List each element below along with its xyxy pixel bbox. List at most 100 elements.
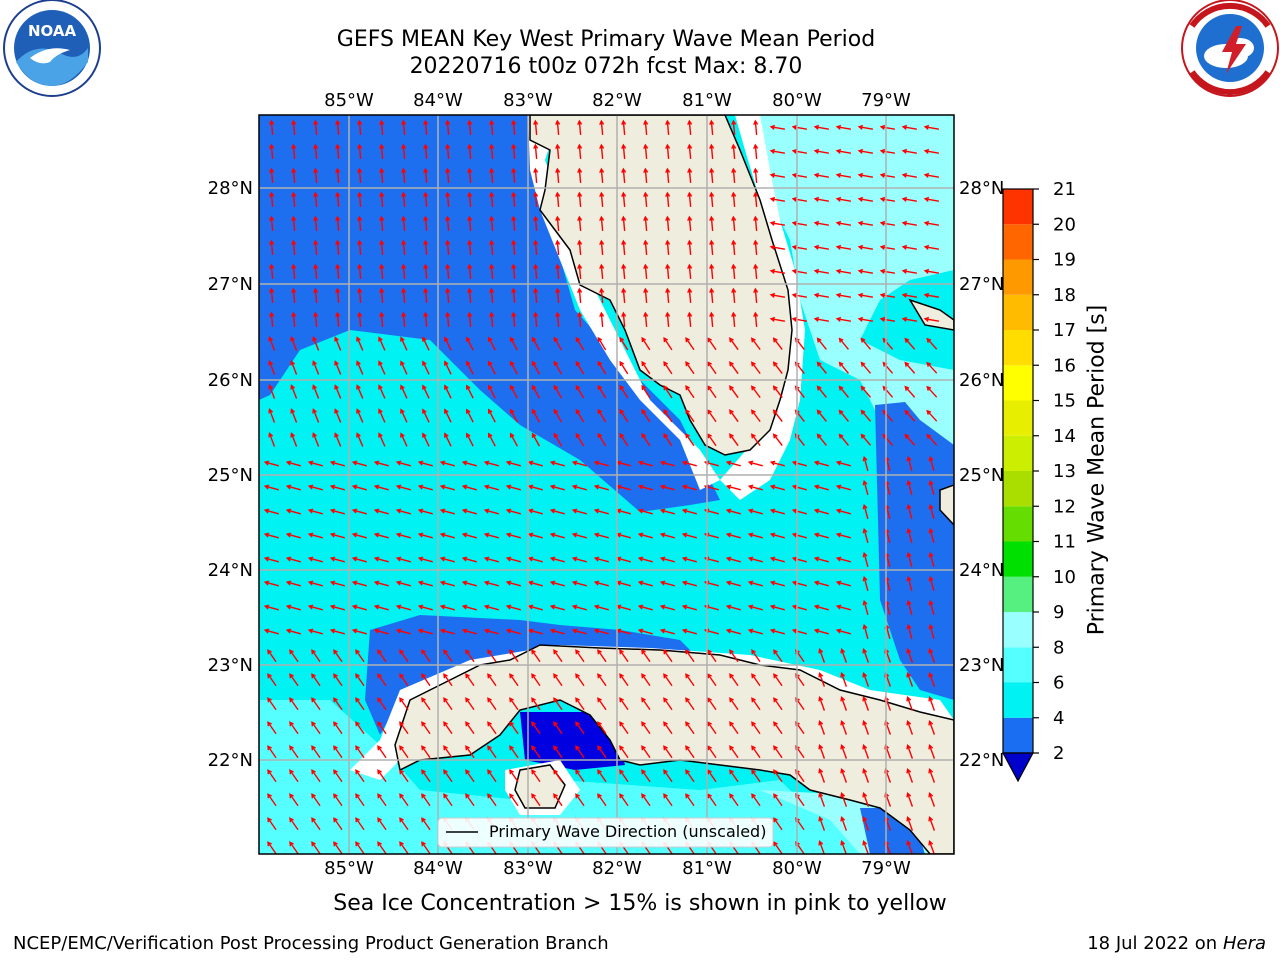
wave-arrow [463, 533, 477, 539]
wave-arrow-head [599, 239, 605, 245]
wave-arrow [929, 505, 935, 519]
wave-arrow-head [445, 215, 451, 221]
wave-arrow-head [663, 384, 668, 391]
wave-arrow [446, 216, 450, 232]
wave-arrow-head [313, 215, 319, 221]
wave-arrow [400, 361, 408, 375]
wave-arrow-head [285, 556, 292, 562]
wave-arrow-head [356, 336, 361, 342]
wave-arrow-head [312, 432, 317, 438]
wave-arrow-head [769, 244, 776, 250]
wave-arrow [311, 745, 321, 759]
wave-arrow-head [333, 673, 338, 679]
wave-arrow [858, 270, 874, 274]
wave-arrow-head [685, 697, 690, 703]
wave-arrow [573, 461, 587, 467]
wave-arrow-head [439, 556, 446, 562]
wave-arrow-head [571, 580, 578, 586]
wave-arrow [862, 817, 870, 831]
wave-arrow-head [444, 432, 449, 438]
wave-arrow [507, 509, 521, 515]
wave-arrow [639, 509, 653, 515]
wave-arrow-head [577, 143, 583, 149]
wave-arrow [685, 673, 695, 687]
wave-arrow-head [928, 575, 934, 582]
wave-arrow [380, 240, 384, 256]
wave-arrow [265, 485, 279, 491]
wave-arrow-head [729, 697, 734, 703]
wave-arrow-head [399, 769, 404, 775]
wave-arrow [707, 409, 717, 423]
wave-arrow [265, 461, 279, 467]
wave-arrow-head [531, 408, 537, 414]
wave-arrow [556, 312, 560, 328]
wave-arrow [397, 557, 411, 563]
wave-arrow-head [467, 239, 473, 245]
wave-arrow [924, 318, 940, 322]
wave-arrow [377, 817, 387, 831]
wave-arrow-head [329, 580, 336, 586]
wave-arrow [860, 338, 872, 350]
wave-arrow-head [509, 673, 514, 679]
wave-arrow [906, 745, 914, 759]
wave-arrow-head [813, 268, 820, 274]
wave-arrow-head [421, 817, 426, 823]
wave-arrow-head [553, 769, 558, 775]
wave-arrow [397, 605, 411, 611]
wave-arrow [902, 270, 918, 274]
wave-arrow-head [621, 263, 627, 269]
wave-arrow-head [685, 409, 690, 415]
wave-arrow [400, 337, 408, 351]
wave-arrow-head [285, 484, 292, 490]
wave-arrow-head [641, 408, 647, 415]
wave-arrow [424, 264, 428, 280]
wave-arrow-head [641, 649, 646, 655]
wave-arrow-head [329, 460, 336, 466]
lon-label: 82°W [592, 858, 642, 879]
wave-arrow-head [687, 263, 693, 269]
wave-arrow-head [575, 673, 580, 679]
wave-arrow [818, 721, 826, 735]
wave-arrow [575, 337, 585, 351]
wave-arrow-head [555, 167, 561, 173]
wave-arrow-head [307, 532, 314, 538]
wave-arrow [770, 150, 786, 154]
wave-arrow [815, 509, 829, 515]
wave-arrow [622, 264, 626, 280]
wave-arrow-head [289, 721, 294, 727]
wave-arrow-head [729, 649, 734, 655]
wave-arrow [551, 629, 565, 635]
wave-arrow-head [445, 191, 451, 197]
colorbar-tick-label: 10 [1053, 567, 1076, 588]
wave-arrow-head [835, 292, 842, 298]
wave-arrow-head [593, 628, 600, 634]
wave-arrow [729, 337, 739, 351]
wave-arrow-head [747, 484, 754, 490]
wave-arrow [289, 649, 299, 663]
wave-arrow [336, 288, 340, 304]
wave-arrow [858, 318, 874, 322]
wave-arrow [685, 361, 695, 375]
wave-arrow-head [509, 697, 514, 703]
wave-arrow [380, 264, 384, 280]
wave-arrow [292, 216, 296, 232]
wave-arrow [289, 817, 299, 831]
wave-arrow-head [685, 721, 690, 727]
wave-arrow-head [329, 556, 336, 562]
wave-arrow [334, 385, 342, 399]
wave-arrow-head [421, 673, 426, 679]
wave-arrow [578, 168, 582, 184]
wave-arrow [617, 629, 631, 635]
wave-arrow-head [840, 840, 846, 846]
wave-arrow-head [813, 532, 820, 538]
wave-arrow [488, 409, 496, 423]
wave-arrow-head [928, 840, 934, 846]
wave-arrow-head [399, 673, 404, 679]
wave-arrow-head [857, 292, 864, 298]
wave-arrow [268, 361, 276, 375]
wave-arrow [270, 312, 274, 328]
wave-arrow-head [267, 649, 272, 655]
wave-arrow [622, 144, 626, 160]
wave-arrow [862, 673, 870, 687]
wave-arrow-head [577, 263, 583, 269]
